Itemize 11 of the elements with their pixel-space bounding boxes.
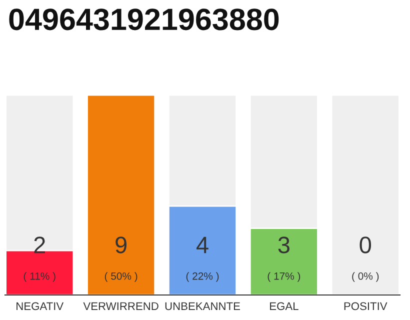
x-tick-label: VERWIRREND xyxy=(83,302,158,310)
x-tick-label: NEGATIV xyxy=(16,302,64,310)
chart-title: 0496431921963880 xyxy=(9,8,279,30)
data-label: 9 ( 50% ) xyxy=(104,236,138,282)
x-tick-label: POSITIV xyxy=(344,302,388,310)
data-label: 0 ( 0% ) xyxy=(352,236,379,282)
data-label: 3 ( 17% ) xyxy=(268,236,300,282)
x-tick-label: EGAL xyxy=(270,302,298,310)
data-label: 2 ( 11% ) xyxy=(24,236,56,282)
data-label: 4 ( 22% ) xyxy=(186,236,219,282)
x-tick-label: UNBEKANNTE xyxy=(165,302,240,310)
